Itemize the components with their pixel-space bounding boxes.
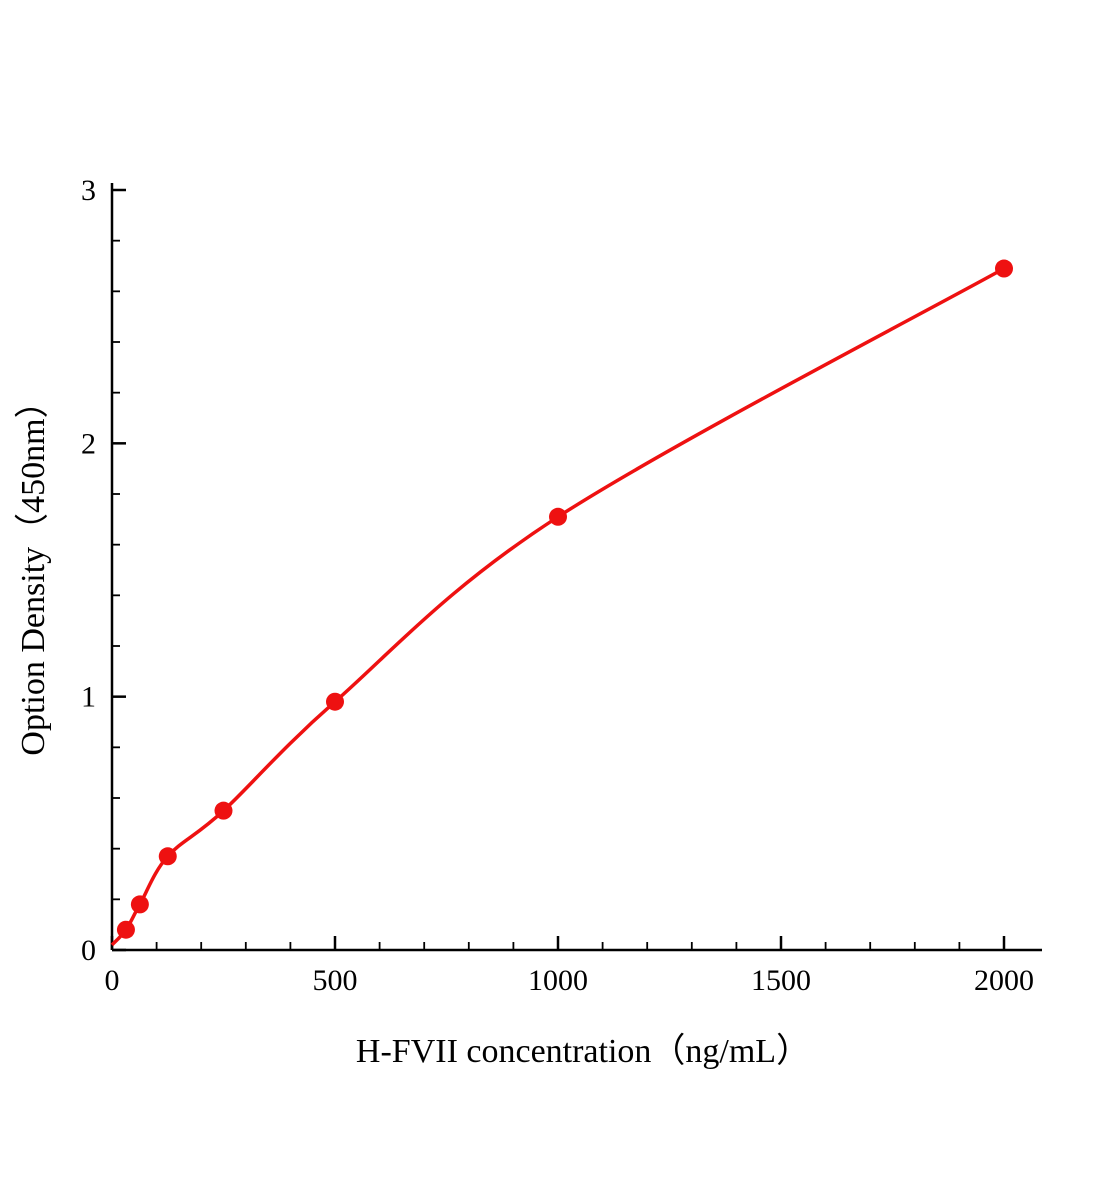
- x-axis-title: H-FVII concentration（ng/mL）: [356, 1032, 810, 1070]
- data-point: [130, 895, 149, 914]
- plot-layer: 0 500 1000 1500 2000 0 1 2 3: [81, 174, 1042, 997]
- data-point: [116, 920, 135, 939]
- data-point: [214, 801, 233, 820]
- x-tick-label: 500: [313, 964, 358, 997]
- fit-curve: [110, 267, 1005, 947]
- x-tick-label: 0: [105, 964, 120, 997]
- y-tick-label: 1: [81, 681, 96, 714]
- data-point: [995, 259, 1013, 278]
- x-tick-label: 2000: [974, 964, 1034, 997]
- y-axis-title: Option Density（450nm）: [14, 384, 52, 755]
- data-point: [549, 507, 567, 526]
- x-tick-label: 1500: [751, 964, 811, 997]
- y-tick-label: 0: [81, 934, 96, 967]
- x-tick-label: 1000: [528, 964, 588, 997]
- data-point: [326, 692, 344, 711]
- data-point: [158, 847, 177, 866]
- y-tick-label: 2: [81, 427, 96, 460]
- y-tick-label: 3: [81, 174, 96, 207]
